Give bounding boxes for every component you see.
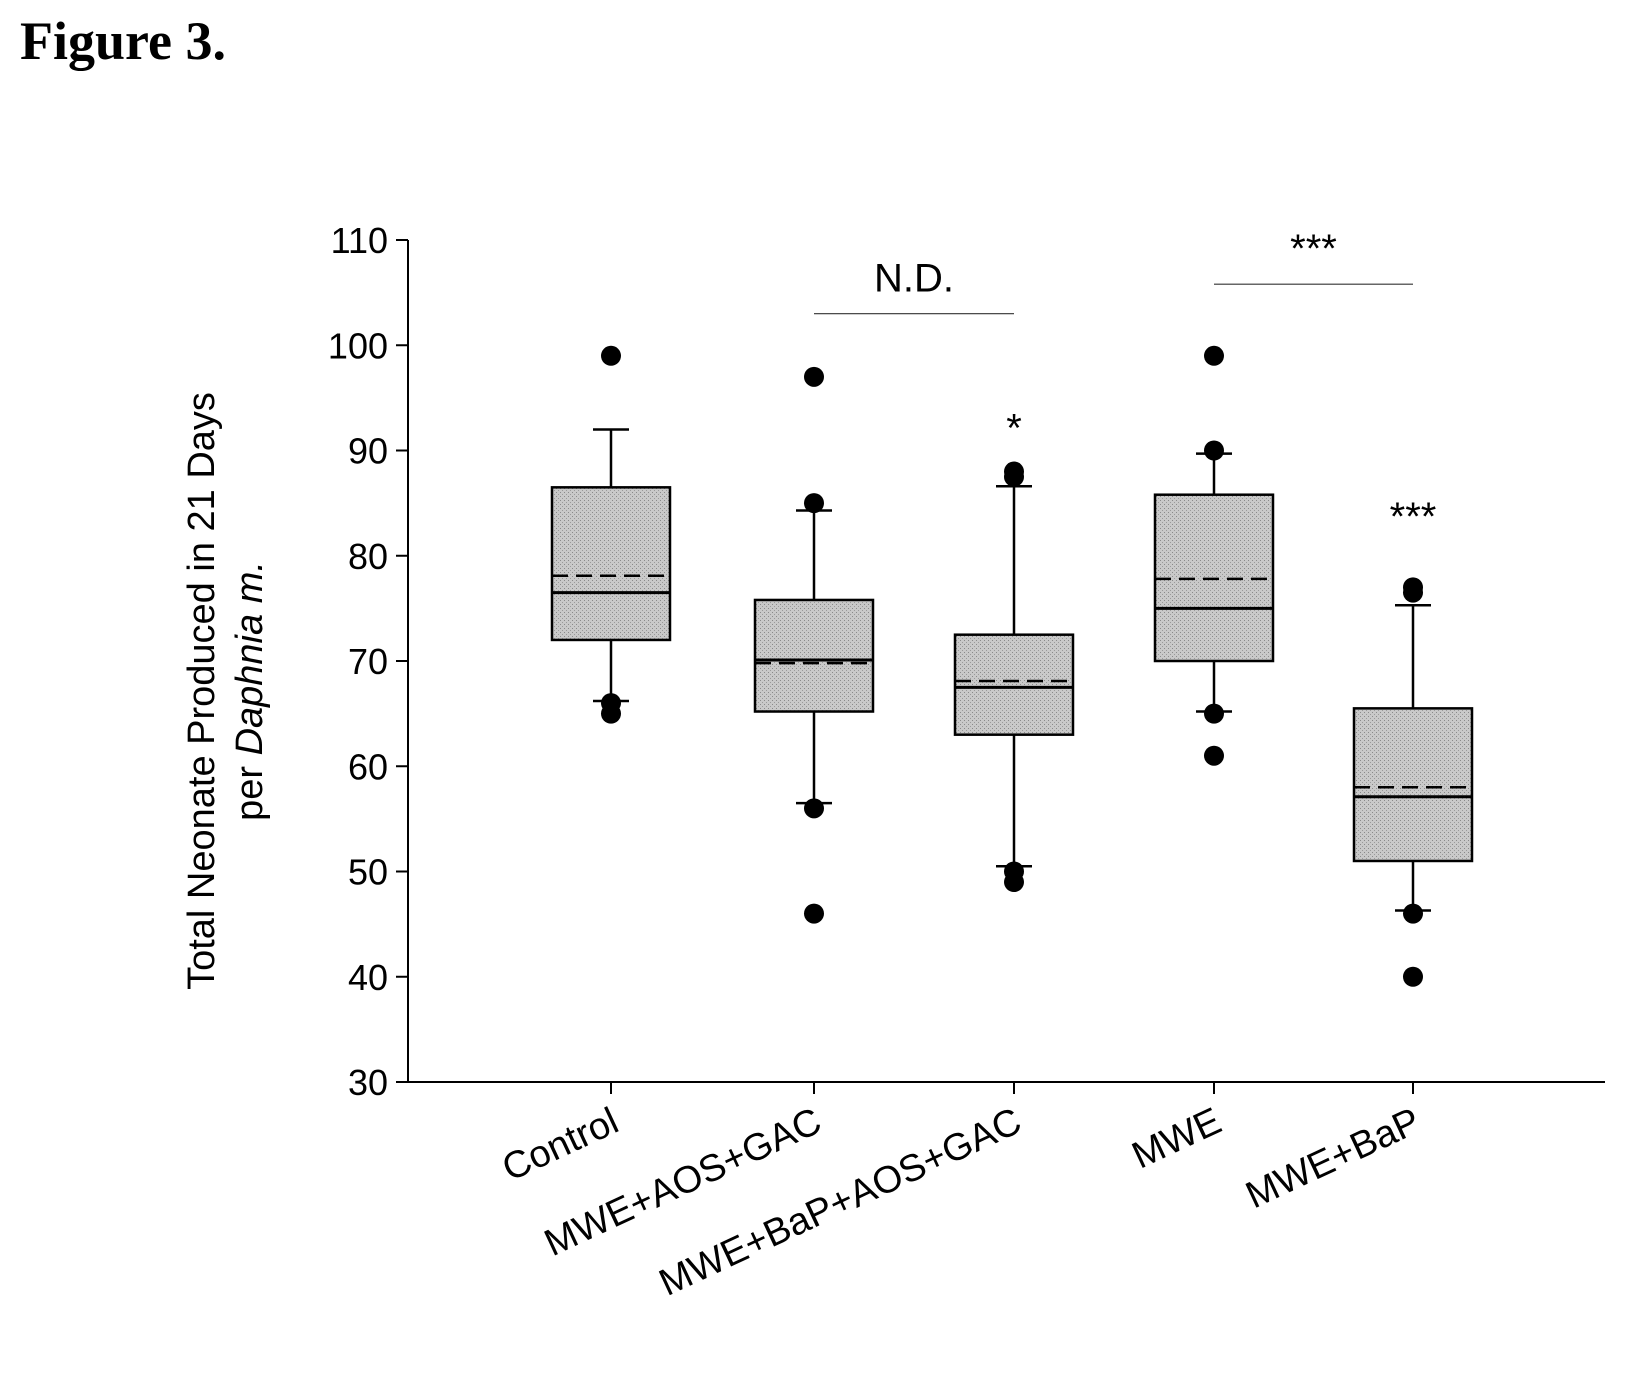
y-axis-label-line1: Total Neonate Produced in 21 Days: [181, 392, 223, 990]
x-tick-label: MWE: [1126, 1100, 1228, 1177]
outlier-point: [1204, 440, 1224, 461]
comparison-label: ***: [1290, 227, 1337, 271]
outlier-point: [804, 493, 824, 514]
y-axis-label-line2: per: [229, 755, 271, 820]
outlier-point: [804, 903, 824, 924]
y-tick-label: 80: [348, 536, 388, 577]
outlier-point: [1403, 903, 1423, 924]
y-tick-label: 90: [348, 431, 388, 472]
outlier-point: [1204, 345, 1224, 366]
significance-annotation: ***: [1390, 495, 1437, 539]
outlier-point: [601, 703, 621, 724]
outlier-point: [804, 798, 824, 819]
outlier-point: [1403, 966, 1423, 987]
outlier-point: [601, 345, 621, 366]
outlier-point: [1204, 745, 1224, 766]
box: [753, 598, 875, 713]
x-tick-label: MWE+BaP+AOS+GAC: [653, 1100, 1028, 1305]
y-axis-label: Total Neonate Produced in 21 Days per Dap…: [181, 392, 271, 990]
y-tick-label: 100: [328, 325, 388, 366]
y-tick-label: 50: [348, 852, 388, 893]
outlier-point: [1403, 582, 1423, 603]
outlier-point: [804, 366, 824, 387]
x-tick-label: MWE+BaP: [1240, 1100, 1427, 1217]
y-tick-label: 70: [348, 641, 388, 682]
outlier-point: [1204, 703, 1224, 724]
comparison-label: N.D.: [874, 257, 954, 301]
box: [550, 486, 672, 642]
y-tick-label: 60: [348, 746, 388, 787]
y-tick-label: 110: [331, 220, 388, 261]
outlier-point: [1004, 872, 1024, 893]
outlier-point: [1004, 466, 1024, 487]
figure-label: Figure 3.: [20, 11, 226, 71]
box: [953, 633, 1075, 736]
y-axis-label-italic: Daphnia m.: [229, 561, 271, 755]
x-tick-label: Control: [496, 1100, 625, 1190]
box: [1352, 707, 1474, 863]
y-tick-label: 30: [348, 1062, 388, 1103]
y-tick-label: 40: [348, 957, 388, 998]
significance-annotation: *: [1006, 406, 1022, 450]
